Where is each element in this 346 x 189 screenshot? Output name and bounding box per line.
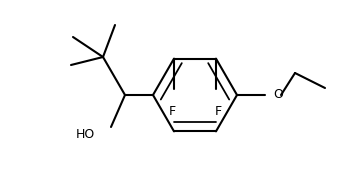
Text: HO: HO <box>76 129 95 142</box>
Text: F: F <box>169 105 175 118</box>
Text: F: F <box>215 105 221 118</box>
Text: O: O <box>273 88 283 101</box>
